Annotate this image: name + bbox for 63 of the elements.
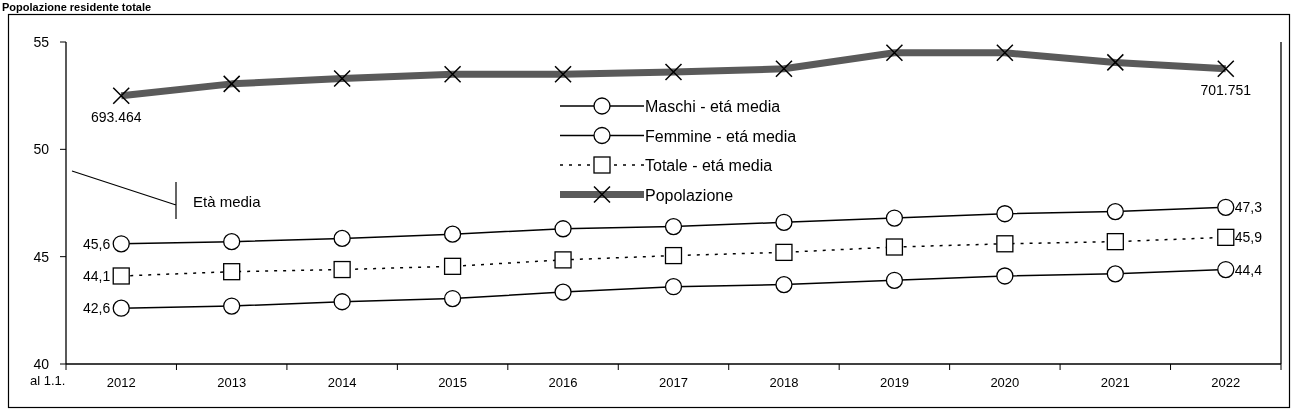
chart-title: Popolazione residente totale [2,1,152,13]
point [775,275,793,294]
legend-label: Femmine - etá media [645,127,797,145]
x-tick-label: 2021 [1100,375,1130,390]
x-tick-label: 2020 [990,375,1020,390]
legend-label: Maschi - etá media [645,98,781,115]
point [885,238,904,256]
point [1217,198,1235,216]
y-tick-label: 50 [33,141,50,158]
data-label: 42,6 [82,300,111,317]
x-tick-label: 2012 [106,375,136,390]
point [775,243,793,262]
point [443,225,462,243]
point [554,283,572,301]
text: al 1.1. [30,373,66,388]
data-label: 45,9 [1234,229,1263,246]
point [664,217,683,236]
data-label: 44,4 [1234,261,1263,278]
y-tick-label: 45 [33,248,50,265]
point [333,260,351,279]
x-tick-label: 2022 [1211,375,1241,390]
point [996,235,1014,253]
x-tick-label: 2017 [659,375,688,390]
point [333,229,351,248]
data-label: 693.464 [90,108,142,125]
point [1217,228,1235,246]
point [1106,232,1124,251]
point [223,297,241,315]
data-label: 701.751 [1200,81,1252,98]
legend-label: Popolazione [645,186,734,204]
point [223,263,241,281]
point [996,267,1014,285]
data-label: 47,3 [1234,199,1263,216]
point [112,299,130,317]
point [554,251,572,269]
point [1106,202,1124,221]
y-tick-label: 55 [33,34,50,50]
x-tick-label: 2018 [769,375,799,390]
point [996,205,1014,223]
x-tick-label: 2013 [217,375,247,390]
x-tick-label: 2016 [548,375,578,390]
annotation: Età media [193,193,262,210]
point [554,220,572,238]
point [1106,265,1124,283]
point [333,293,351,311]
point [443,289,462,308]
y-tick-label: 40 [33,356,50,372]
point [885,209,904,227]
data-label: 45,6 [82,235,111,252]
x-tick-label: 2014 [327,375,357,390]
point [664,246,683,265]
data-label: 44,1 [82,267,111,284]
point [223,232,241,251]
point [775,213,793,231]
point [885,271,904,289]
point [1217,260,1235,279]
point [112,267,130,285]
point [112,235,130,253]
point [664,278,683,296]
x-tick-label: 2015 [438,375,468,390]
legend-label: Totale - etá media [645,157,773,174]
point [443,257,462,275]
x-tick-label: 2019 [879,375,909,390]
